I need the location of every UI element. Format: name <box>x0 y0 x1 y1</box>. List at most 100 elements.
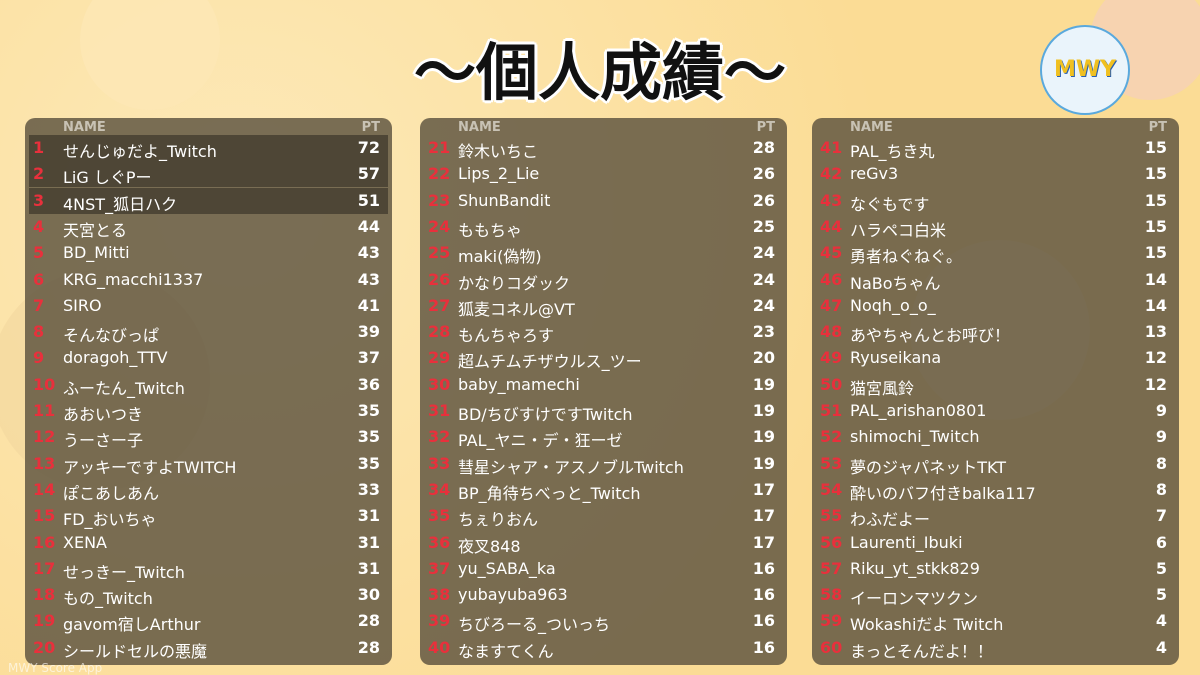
points: 5 <box>1155 558 1167 578</box>
rank: 40 <box>428 637 451 657</box>
points: 31 <box>357 532 380 552</box>
column-header: PT <box>756 120 775 135</box>
rank: 4 <box>33 216 45 236</box>
table-row: 25 maki(偽物) 24 <box>424 240 783 266</box>
rank: 28 <box>428 322 451 342</box>
player-name: 超ムチムチザウルス_ツー <box>458 352 642 372</box>
points: 16 <box>752 637 775 657</box>
points: 19 <box>752 453 775 473</box>
points: 31 <box>357 506 380 526</box>
player-name: ハラペコ白米 <box>850 220 947 240</box>
player-name: gavom宿しArthur <box>63 615 201 635</box>
table-row: 47 Noqh_o_o_ 14 <box>816 293 1175 319</box>
ranking-table: NAME PT 41 PAL_ちき丸 15 42 reGv3 15 43 なぐもです 15 44 ハラペ… <box>812 118 1179 665</box>
points: 16 <box>752 585 775 605</box>
points: 4 <box>1155 637 1167 657</box>
logo: MWY <box>1040 25 1130 115</box>
rank: 57 <box>820 558 843 578</box>
table-row: 7 SIRO 41 <box>29 293 388 319</box>
table-row: 26 かなりコダック 24 <box>424 267 783 293</box>
logo-text: MWY <box>1053 57 1117 82</box>
table-row: 53 夢のジャパネットTKT 8 <box>816 451 1175 477</box>
points: 15 <box>1144 164 1167 184</box>
player-name: アッキーですよTWITCH <box>63 457 237 477</box>
player-name: yu_SABA_ka <box>458 558 556 578</box>
table-row: 22 Lips_2_Lie 26 <box>424 161 783 187</box>
points: 9 <box>1155 427 1167 447</box>
footer: MWY Score App <box>8 661 103 675</box>
table-row: 12 うーさー子 35 <box>29 424 388 450</box>
points: 24 <box>752 243 775 263</box>
points: 41 <box>357 295 380 315</box>
player-name: もんちゃろす <box>458 326 555 346</box>
player-name: 勇者ねぐねぐ。 <box>850 247 963 267</box>
rank: 48 <box>820 322 843 342</box>
table-row: 49 Ryuseikana 12 <box>816 345 1175 371</box>
player-name: 鈴木いちこ <box>458 142 539 161</box>
points: 24 <box>752 269 775 289</box>
rank: 23 <box>428 190 451 210</box>
player-name: ももちゃ <box>458 220 523 240</box>
rank: 59 <box>820 611 843 631</box>
table-row: 8 そんなびっぱ 39 <box>29 319 388 345</box>
player-name: 彗星シャア・アスノブルTwitch <box>458 457 684 477</box>
page-title: 〜個人成績〜 <box>413 36 786 109</box>
player-name: 猫宮風鈴 <box>850 378 915 398</box>
column-header: NAME <box>63 120 106 135</box>
player-name: もの_Twitch <box>63 589 153 609</box>
rank: 45 <box>820 243 843 263</box>
table-row: 20 シールドセルの悪魔 28 <box>29 635 388 661</box>
player-name: Wokashiだよ Twitch <box>850 615 1004 635</box>
points: 43 <box>357 269 380 289</box>
rank: 39 <box>428 611 451 631</box>
table-row: 31 BD/ちびすけですTwitch 19 <box>424 398 783 424</box>
table-row: 51 PAL_arishan0801 9 <box>816 398 1175 424</box>
table-row: 36 夜叉848 17 <box>424 530 783 556</box>
table-row: 32 PAL_ヤニ・デ・狂ーゼ 19 <box>424 424 783 450</box>
player-name: イーロンマツクン <box>850 589 979 609</box>
player-name: なますてくん <box>458 641 554 661</box>
column-header: NAME <box>458 120 501 135</box>
points: 31 <box>357 558 380 578</box>
points: 6 <box>1155 532 1167 552</box>
rank: 20 <box>33 637 56 657</box>
table-row: 37 yu_SABA_ka 16 <box>424 556 783 582</box>
rank: 29 <box>428 348 451 368</box>
player-name: maki(偽物) <box>458 247 542 267</box>
table-row: 41 PAL_ちき丸 15 <box>816 135 1175 161</box>
rank: 41 <box>820 138 843 157</box>
rank: 55 <box>820 506 843 526</box>
points: 12 <box>1144 348 1167 368</box>
player-name: ちびろーる_ついっち <box>458 615 611 635</box>
table-row: 28 もんちゃろす 23 <box>424 319 783 345</box>
player-name: BD_Mitti <box>63 243 130 263</box>
table-row: 19 gavom宿しArthur 28 <box>29 608 388 634</box>
player-name: ぽこあしあん <box>63 483 160 503</box>
table-row: 10 ふーたん_Twitch 36 <box>29 372 388 398</box>
rank: 5 <box>33 243 45 263</box>
player-name: あやちゃんとお呼び！ <box>850 326 1011 346</box>
rank: 13 <box>33 453 56 473</box>
points: 19 <box>752 374 775 394</box>
player-name: わふだよー <box>850 510 931 530</box>
points: 7 <box>1155 506 1167 526</box>
player-name: 夜叉848 <box>458 536 521 556</box>
rank: 24 <box>428 216 451 236</box>
points: 35 <box>357 453 380 473</box>
rank: 47 <box>820 295 843 315</box>
player-name: ShunBandit <box>458 190 551 210</box>
table-row: 43 なぐもです 15 <box>816 188 1175 214</box>
player-name: かなりコダック <box>458 273 571 293</box>
rank: 10 <box>33 374 56 394</box>
player-name: シールドセルの悪魔 <box>63 641 208 661</box>
rank: 52 <box>820 427 843 447</box>
rank: 36 <box>428 532 451 552</box>
player-name: LiG しぐPー <box>63 168 152 188</box>
points: 37 <box>357 348 380 368</box>
table-row: 17 せっきー_Twitch 31 <box>29 556 388 582</box>
rank: 31 <box>428 401 451 420</box>
rank: 3 <box>33 190 45 210</box>
rank: 56 <box>820 532 843 552</box>
points: 20 <box>752 348 775 368</box>
